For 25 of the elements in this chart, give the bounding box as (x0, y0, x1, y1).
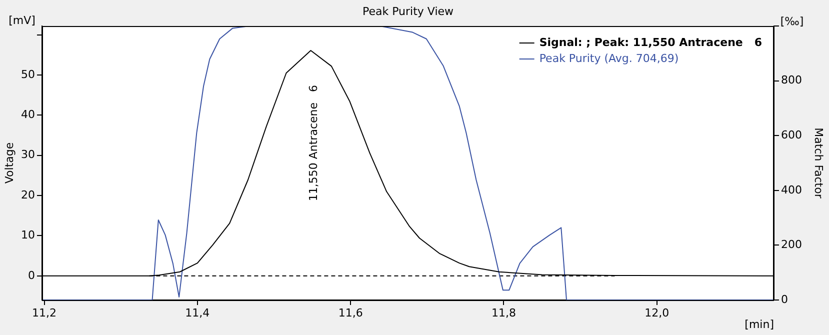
x-tick-label: 11,2 (32, 306, 57, 320)
y2-tick-label: 400 (781, 183, 802, 196)
y-tick-label: 30 (21, 148, 35, 162)
x-tick-label: 11,8 (491, 306, 516, 320)
annotation: 11,550 Antracene 6 (306, 85, 320, 202)
text: [mV] (8, 14, 36, 27)
y2-tick-label: 0 (781, 292, 788, 306)
y2-tick-label: 600 (781, 128, 802, 142)
y-axis-title: Voltage (2, 142, 16, 184)
x-tick-label: 12,0 (644, 306, 670, 320)
chart-title: Peak Purity View (362, 4, 454, 18)
text: [min] (744, 318, 774, 331)
text: [‰] (780, 14, 804, 28)
y2-axis-title: Match Factor (812, 128, 826, 199)
legend-label: Signal: ; Peak: 11,550 Antracene 6 (539, 36, 762, 49)
x-tick-label: 11,6 (338, 306, 363, 320)
y-tick-label: 10 (21, 228, 35, 242)
y2-tick-label: 200 (781, 238, 802, 252)
x-tick-label: 11,4 (185, 306, 210, 320)
y-tick-label: 40 (21, 108, 35, 122)
y-tick-label: 20 (21, 188, 35, 202)
y-tick-label: 50 (21, 68, 35, 81)
y-tick-label: 0 (28, 268, 35, 282)
y2-tick-label: 800 (781, 74, 802, 87)
legend-label: Peak Purity (Avg. 704,69) (539, 52, 679, 65)
